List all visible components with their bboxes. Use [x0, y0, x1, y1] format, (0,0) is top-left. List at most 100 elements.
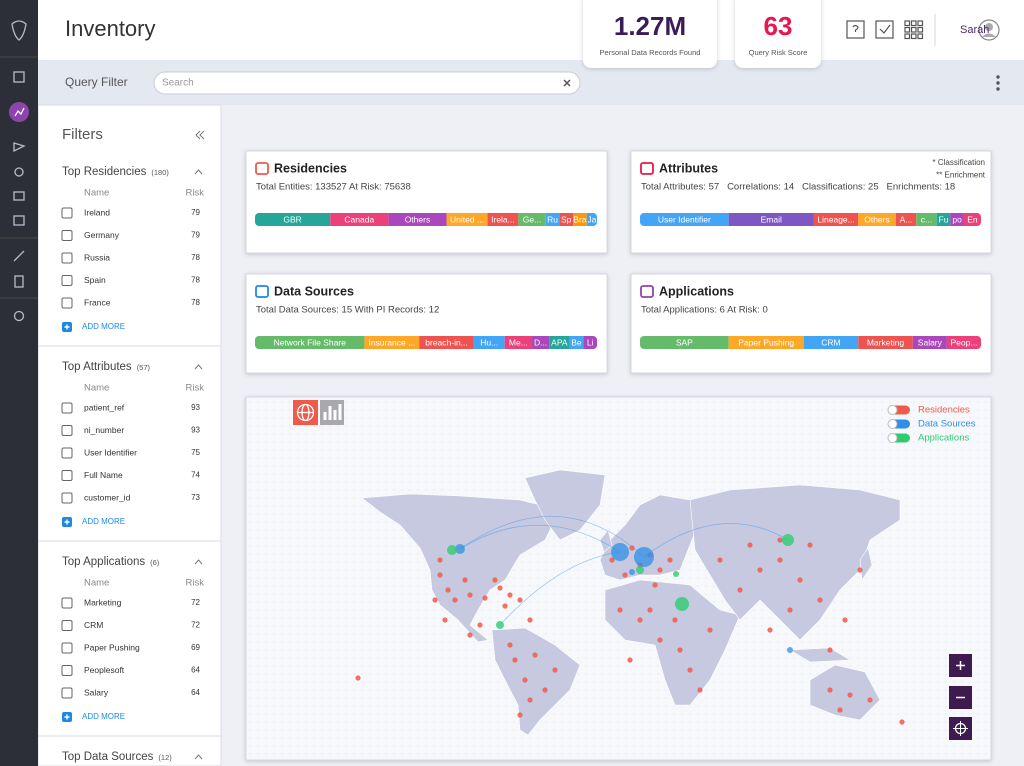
segment[interactable] [858, 213, 896, 226]
segment[interactable] [569, 336, 584, 349]
segment[interactable] [728, 213, 814, 226]
residency-marker [507, 592, 513, 598]
filter-checkbox[interactable] [61, 687, 73, 699]
nav-users[interactable] [14, 167, 24, 177]
collapse-filters[interactable] [195, 130, 205, 140]
nav-report[interactable] [14, 275, 24, 288]
segment[interactable] [473, 336, 505, 349]
residency-marker [467, 592, 473, 598]
kpi-label: Query Risk Score [749, 48, 808, 57]
application-marker [673, 571, 679, 577]
segment[interactable] [895, 213, 917, 226]
nav-dashboard[interactable] [13, 71, 25, 83]
user-name[interactable]: Sarah [960, 24, 989, 36]
residency-marker [827, 687, 833, 693]
tasks-button[interactable] [875, 20, 894, 39]
residency-marker [502, 603, 508, 609]
filter-item-risk: 64 [191, 688, 200, 697]
segment[interactable] [532, 336, 550, 349]
segment[interactable] [549, 336, 570, 349]
collapse-section[interactable] [194, 754, 203, 760]
card-note: ** Enrichment [936, 171, 986, 180]
header-tools [846, 14, 1000, 46]
search-input[interactable] [153, 71, 581, 95]
segment[interactable] [330, 213, 389, 226]
nav-flag[interactable] [13, 142, 26, 153]
filter-checkbox[interactable] [61, 402, 73, 414]
card-title: Applications [659, 284, 734, 298]
segment[interactable] [545, 213, 560, 226]
add-more[interactable]: ADD MORE [82, 712, 125, 721]
apps-button[interactable] [904, 20, 924, 40]
search-clear[interactable] [563, 79, 571, 87]
legend-label[interactable]: Applications [918, 433, 969, 444]
segment[interactable] [586, 213, 597, 226]
filter-checkbox[interactable] [61, 275, 73, 286]
collapse-section[interactable] [194, 559, 203, 565]
collapse-section[interactable] [194, 169, 203, 175]
segment[interactable] [813, 213, 859, 226]
segment[interactable] [518, 213, 546, 226]
filter-checkbox[interactable] [61, 297, 73, 309]
filter-checkbox[interactable] [61, 492, 73, 504]
filter-item-risk: 78 [191, 253, 200, 262]
filter-checkbox[interactable] [61, 597, 73, 609]
legend-label[interactable]: Residencies [918, 405, 970, 416]
legend-toggle-knob [887, 419, 898, 429]
filter-item-risk: 93 [191, 403, 200, 412]
kpi-label: Personal Data Records Found [600, 48, 701, 57]
residency-marker [899, 719, 905, 725]
segment[interactable] [487, 213, 519, 226]
segment[interactable] [504, 336, 533, 349]
nav-edit[interactable] [13, 250, 25, 262]
filter-checkbox[interactable] [61, 620, 73, 631]
segment[interactable] [446, 213, 488, 226]
collapse-section[interactable] [194, 364, 203, 370]
flow-arc [499, 551, 621, 626]
segment[interactable] [803, 336, 859, 349]
filter-checkbox[interactable] [61, 447, 73, 459]
segment[interactable] [858, 336, 913, 349]
segment[interactable] [583, 336, 597, 349]
residency-marker [647, 607, 653, 613]
segment[interactable] [936, 213, 951, 226]
segment[interactable] [912, 336, 947, 349]
segment-label: Paper Pushing [738, 337, 794, 347]
filter-checkbox[interactable] [61, 207, 73, 219]
filter-checkbox[interactable] [61, 252, 73, 264]
nav-store[interactable] [13, 215, 25, 226]
avatar[interactable] [978, 19, 1000, 41]
segment[interactable] [419, 336, 474, 349]
japan [859, 547, 873, 581]
help-button[interactable] [846, 20, 865, 39]
filter-checkbox[interactable] [61, 425, 73, 436]
legend-label[interactable]: Data Sources [918, 419, 976, 430]
add-more[interactable]: ADD MORE [82, 517, 125, 526]
add-more[interactable]: ADD MORE [82, 322, 125, 331]
segment[interactable] [255, 213, 331, 226]
nav-settings[interactable] [13, 310, 25, 322]
segment[interactable] [255, 336, 365, 349]
segment[interactable] [364, 336, 420, 349]
segment[interactable] [388, 213, 447, 226]
residency-marker [622, 572, 628, 578]
filter-checkbox[interactable] [61, 230, 73, 241]
segment[interactable] [946, 336, 981, 349]
segment[interactable] [916, 213, 937, 226]
residency-marker [707, 627, 713, 633]
segment[interactable] [640, 336, 729, 349]
segment[interactable] [640, 213, 729, 226]
more-menu[interactable] [996, 75, 1000, 91]
segment[interactable] [559, 213, 574, 226]
filter-item-risk: 79 [191, 208, 200, 217]
segment[interactable] [573, 213, 587, 226]
segment[interactable] [950, 213, 964, 226]
nav-org[interactable] [13, 191, 25, 201]
segment[interactable] [728, 336, 804, 349]
filter-checkbox[interactable] [61, 470, 73, 481]
filter-checkbox[interactable] [61, 642, 73, 654]
segment[interactable] [963, 213, 981, 226]
grid-cell [904, 33, 911, 40]
menu-dot [996, 75, 1000, 79]
filter-checkbox[interactable] [61, 665, 73, 676]
